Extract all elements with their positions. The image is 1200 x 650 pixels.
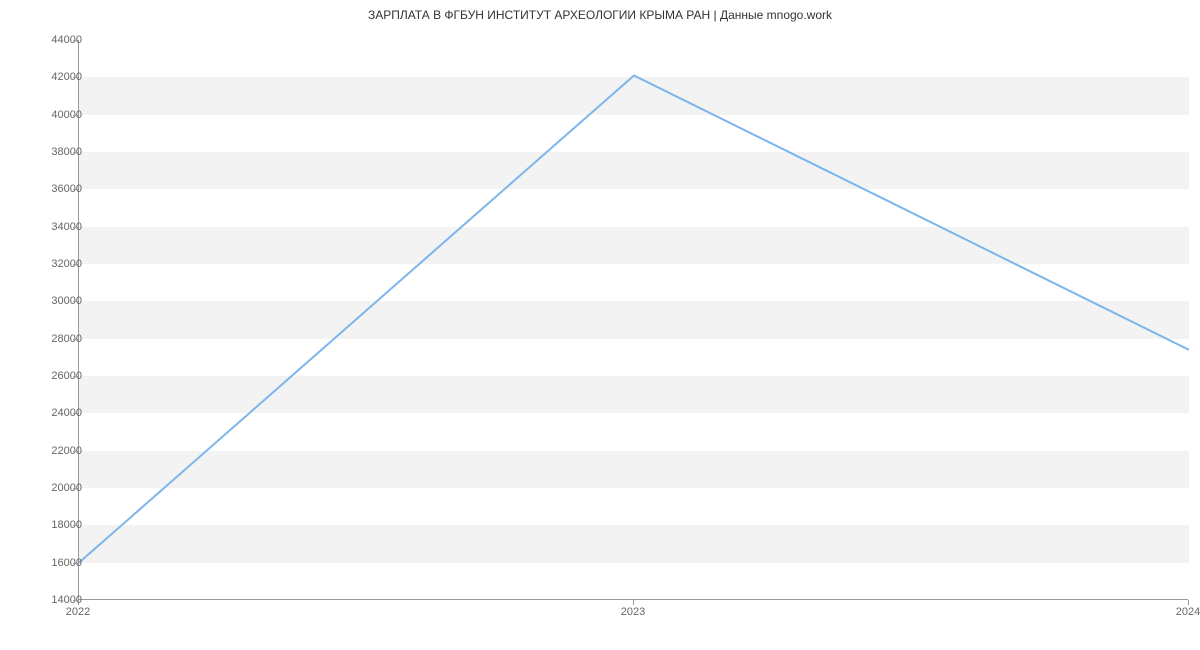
y-tick-mark [73,40,78,41]
y-tick-mark [73,525,78,526]
y-tick-mark [73,115,78,116]
series-line [79,75,1189,562]
y-tick-mark [73,413,78,414]
x-tick-label: 2024 [1176,606,1200,618]
x-tick-mark [78,600,79,605]
y-tick-mark [73,451,78,452]
x-tick-label: 2022 [66,606,90,618]
y-tick-mark [73,227,78,228]
y-tick-mark [73,488,78,489]
y-tick-mark [73,77,78,78]
plot-area [78,40,1188,600]
line-series [79,40,1189,600]
y-tick-mark [73,301,78,302]
y-tick-mark [73,339,78,340]
chart-container [78,40,1188,600]
y-tick-mark [73,563,78,564]
y-tick-mark [73,376,78,377]
y-tick-mark [73,152,78,153]
x-tick-mark [633,600,634,605]
y-tick-mark [73,189,78,190]
x-tick-label: 2023 [621,606,645,618]
chart-title: ЗАРПЛАТА В ФГБУН ИНСТИТУТ АРХЕОЛОГИИ КРЫ… [0,0,1200,22]
x-tick-mark [1188,600,1189,605]
y-tick-mark [73,264,78,265]
